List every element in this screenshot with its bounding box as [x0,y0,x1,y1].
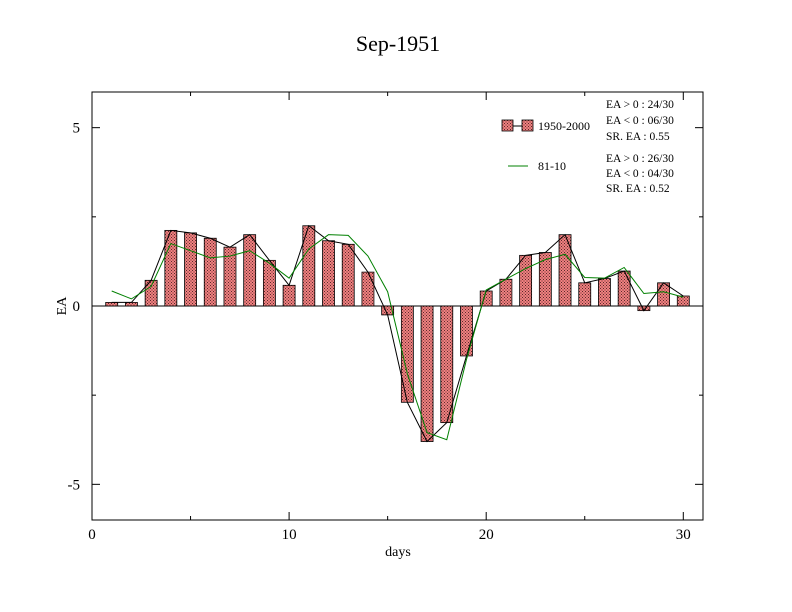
legend-label-81-10: 81-10 [538,159,566,173]
line-series-1950-2000 [111,224,684,443]
chart-title: Sep-1951 [356,31,440,56]
bar-day-10 [282,284,296,307]
stats-block-1950-2000: EA > 0 : 24/30 EA < 0 : 06/30 SR. EA : 0… [606,99,674,143]
legend-swatch-1950-2000-left [501,119,514,132]
legend-label-1950-2000: 1950-2000 [538,119,590,133]
bar-day-2 [125,302,138,307]
bar-day-27 [617,270,631,307]
bar-day-9 [262,259,276,307]
bar-day-29 [657,282,670,307]
y-tick-label: -5 [68,477,81,493]
axis-ticks: 0 10 20 30 -5 0 5 [68,92,703,543]
bar-day-6 [203,237,217,307]
bar-day-14 [361,271,375,307]
x-tick-label: 10 [282,527,297,543]
line-series-81-10 [111,234,684,441]
bar-day-30 [676,295,690,307]
bar-day-18 [440,305,454,424]
x-tick-label: 20 [479,527,494,543]
bar-day-5 [184,232,197,307]
stats-block-81-10: EA > 0 : 26/30 EA < 0 : 04/30 SR. EA : 0… [606,153,674,195]
bar-day-25 [578,282,592,307]
stats-line: EA < 0 : 04/30 [606,168,674,180]
stats-line: EA < 0 : 06/30 [606,115,674,127]
y-axis-label: EA [55,296,70,316]
bar-day-23 [538,252,552,307]
bar-day-1 [105,302,119,307]
stats-line: SR. EA : 0.52 [606,183,670,195]
y-tick-label: 5 [73,121,81,137]
legend-swatch-1950-2000-right [521,119,534,132]
stats-line: EA > 0 : 24/30 [606,99,674,111]
bar-day-8 [243,234,257,307]
legend: 1950-2000 81-10 [501,119,590,173]
stats-line: EA > 0 : 26/30 [606,153,674,165]
stats-line: SR. EA : 0.55 [606,131,670,143]
y-tick-label: 0 [73,299,81,315]
bar-day-3 [144,279,158,307]
bar-day-22 [519,254,533,307]
bar-day-13 [341,243,355,307]
bar-day-19 [460,305,473,357]
x-tick-label: 30 [676,527,691,543]
x-axis-label: days [385,545,411,560]
lines-group [111,224,684,443]
bar-day-12 [322,240,335,307]
bar-day-21 [499,278,513,307]
x-tick-label: 0 [88,527,96,543]
bar-day-26 [598,278,611,307]
